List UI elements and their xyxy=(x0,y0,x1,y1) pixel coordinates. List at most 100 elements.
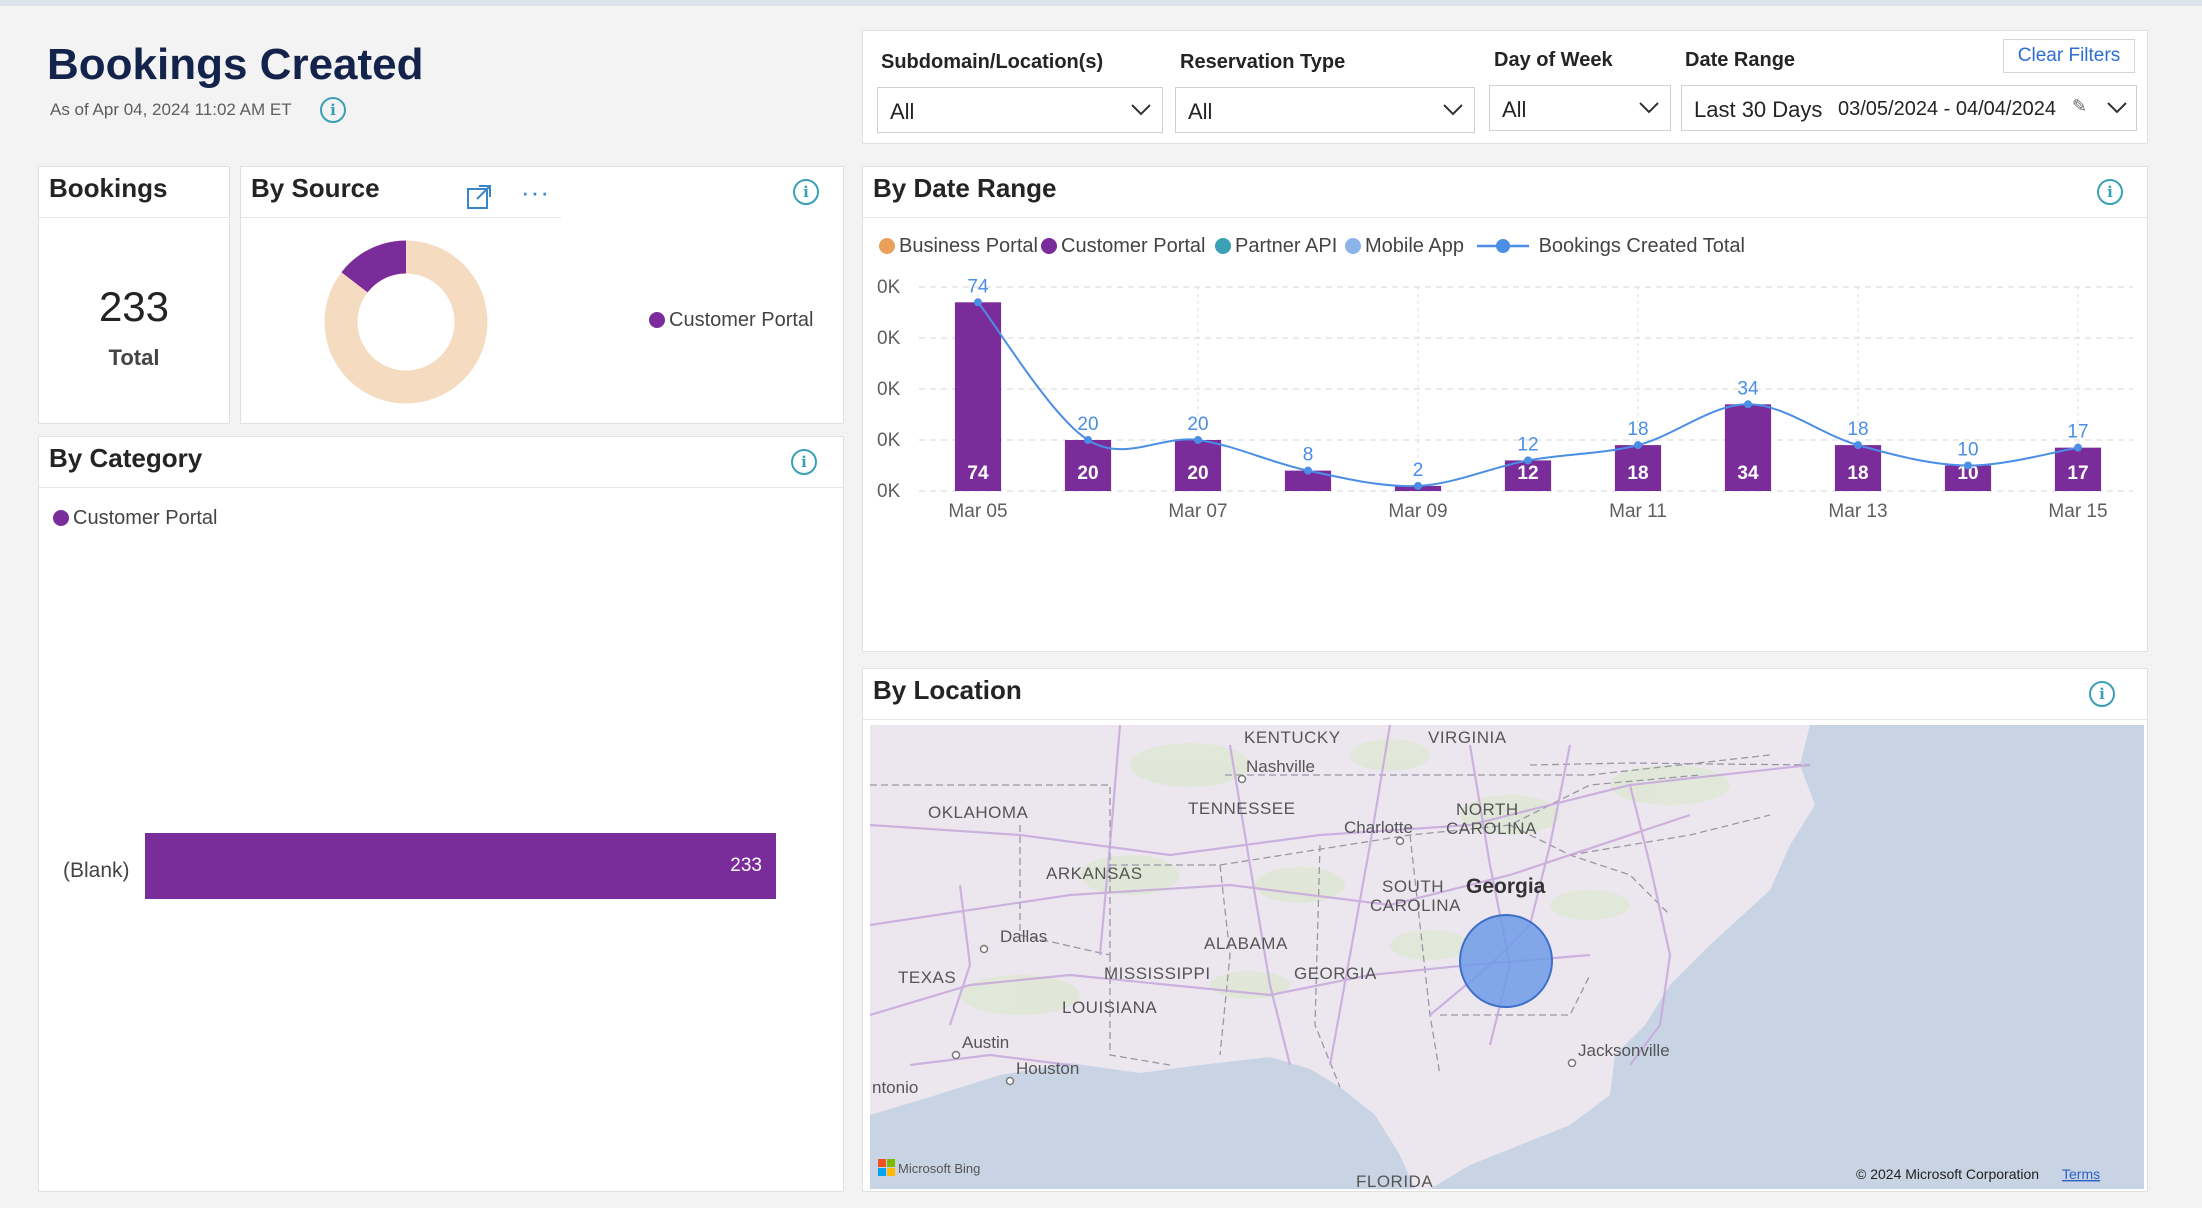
category-bar[interactable]: 233 xyxy=(145,833,776,899)
total-point xyxy=(1194,436,1202,444)
date-range-preset: Last 30 Days xyxy=(1694,97,1823,122)
legend-partner-api: Partner API xyxy=(1215,235,1337,258)
top-bar xyxy=(0,0,2202,6)
map-terms-link[interactable]: Terms xyxy=(2062,1166,2100,1182)
bar-data-label: 20 xyxy=(1077,463,1098,484)
line-data-label: 18 xyxy=(1627,419,1648,440)
bar-data-label: 18 xyxy=(1847,463,1868,484)
total-point xyxy=(1744,400,1752,409)
line-data-label: 10 xyxy=(1957,440,1978,461)
reservation-type-value: All xyxy=(1188,99,1213,124)
map-state-label: LOUISIANA xyxy=(1062,998,1157,1017)
category-bar-value: 233 xyxy=(730,855,762,876)
line-data-label: 18 xyxy=(1847,419,1868,440)
donut-slice-customer-portal xyxy=(341,240,407,293)
legend-label: Bookings Created Total xyxy=(1538,235,1745,257)
divider xyxy=(39,487,843,488)
map-state-label: OKLAHOMA xyxy=(928,803,1029,822)
by-location-card: By Location i xyxy=(862,668,2148,1192)
category-legend-customer-portal: Customer Portal xyxy=(53,507,218,530)
expand-icon[interactable] xyxy=(465,183,493,211)
georgia-bubble[interactable] xyxy=(1459,914,1553,1008)
day-of-week-select[interactable]: All xyxy=(1489,85,1671,131)
x-tick-label: Mar 13 xyxy=(1828,501,1887,522)
total-point xyxy=(1854,441,1862,450)
line-data-label: 8 xyxy=(1303,445,1314,466)
date-bar xyxy=(1174,440,1222,491)
state-borders xyxy=(870,754,1811,1088)
reservation-type-select[interactable]: All xyxy=(1175,87,1475,133)
bar-data-label: 18 xyxy=(1627,463,1648,484)
y-tick-label: 0K xyxy=(877,379,901,400)
map-city-label: Nashville xyxy=(1246,757,1315,776)
legend-label: Mobile App xyxy=(1365,235,1464,257)
legend-customer-portal: Customer Portal xyxy=(1041,235,1206,258)
bar-data-label: 34 xyxy=(1737,463,1759,484)
map-state-label: VIRGINIA xyxy=(1428,728,1507,747)
legend-line-marker xyxy=(1477,239,1529,253)
page-title: Bookings Created xyxy=(47,40,424,89)
map-city-label: Charlotte xyxy=(1344,818,1413,837)
line-data-label: 34 xyxy=(1737,378,1759,399)
legend-dot xyxy=(1215,238,1231,254)
x-tick-label: Mar 11 xyxy=(1609,501,1667,522)
info-icon[interactable]: i xyxy=(2097,179,2123,205)
legend-dot xyxy=(1041,238,1057,254)
x-tick-label: Mar 07 xyxy=(1168,501,1227,522)
legend-label: Partner API xyxy=(1235,235,1338,257)
map-state-label: FLORIDA xyxy=(1356,1172,1433,1189)
date-range-select[interactable]: Last 30 Days 03/05/2024 - 04/04/2024 ✎ xyxy=(1681,85,2137,131)
bar-data-label: 74 xyxy=(967,463,989,484)
subdomain-value: All xyxy=(890,99,915,124)
total-point xyxy=(1964,461,1972,470)
info-icon[interactable]: i xyxy=(793,179,819,205)
legend-label: Customer Portal xyxy=(669,309,814,331)
line-data-label: 74 xyxy=(967,276,989,297)
map-city-label: Austin xyxy=(962,1033,1009,1052)
more-options-icon[interactable]: ··· xyxy=(521,177,550,207)
info-icon[interactable]: i xyxy=(320,97,346,123)
map-city-label: Dallas xyxy=(1000,927,1047,946)
total-point xyxy=(1414,481,1422,490)
map-state-label-line: SOUTH xyxy=(1382,877,1444,896)
pencil-icon[interactable]: ✎ xyxy=(2072,96,2088,116)
date-range-value: 03/05/2024 - 04/04/2024 xyxy=(1838,98,2056,120)
as-of-timestamp: As of Apr 04, 2024 11:02 AM ET xyxy=(50,100,292,119)
by-category-title: By Category xyxy=(49,443,203,473)
map-city-label: ntonio xyxy=(872,1078,918,1097)
by-source-title: By Source xyxy=(251,173,380,203)
map-city-label: Jacksonville xyxy=(1578,1041,1670,1060)
map-state-label: ALABAMA xyxy=(1204,934,1288,953)
date-bar xyxy=(954,302,1002,491)
total-point xyxy=(1634,441,1642,450)
legend-label: Business Portal xyxy=(899,235,1038,257)
map-brand-label: Microsoft Bing xyxy=(898,1161,980,1176)
reservation-type-label: Reservation Type xyxy=(1180,51,1346,73)
map-state-label: TEXAS xyxy=(898,968,956,987)
subdomain-label: Subdomain/Location(s) xyxy=(881,51,1104,73)
y-tick-label: 0K xyxy=(877,277,901,298)
map-state-label: TENNESSEE xyxy=(1188,799,1295,818)
highlight-state-label: Georgia xyxy=(1466,875,1546,898)
chevron-down-icon xyxy=(1639,102,1659,114)
info-icon[interactable]: i xyxy=(2089,681,2115,707)
total-point xyxy=(1304,466,1312,475)
date-bar xyxy=(1834,445,1882,491)
source-donut-chart xyxy=(324,240,488,404)
source-legend-customer-portal: Customer Portal xyxy=(649,309,814,332)
chevron-down-icon xyxy=(1443,104,1463,116)
map-state-label: NORTH CAROLINA xyxy=(1446,800,1537,838)
y-tick-label: 0K xyxy=(877,328,901,349)
by-source-card: By Source ··· i Customer Portal xyxy=(240,166,844,424)
location-map[interactable]: KENTUCKY VIRGINIA OKLAHOMA TENNESSEE NOR… xyxy=(870,725,2144,1189)
info-icon[interactable]: i xyxy=(791,449,817,475)
total-point xyxy=(1524,456,1532,465)
clear-filters-button[interactable]: Clear Filters xyxy=(2003,39,2135,73)
line-data-label: 2 xyxy=(1413,460,1424,481)
map-state-label: GEORGIA xyxy=(1294,964,1377,983)
bar-data-label: 20 xyxy=(1187,463,1208,484)
city-dots xyxy=(951,774,1577,1086)
day-of-week-value: All xyxy=(1502,97,1527,122)
subdomain-select[interactable]: All xyxy=(877,87,1163,133)
date-bar xyxy=(1724,404,1772,491)
